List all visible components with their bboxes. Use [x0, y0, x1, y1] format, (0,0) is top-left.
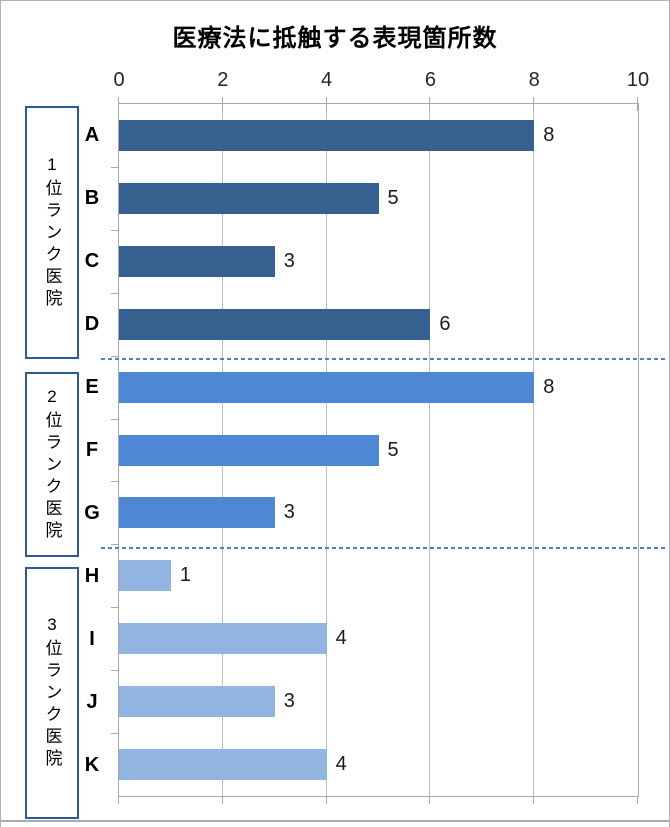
bar-value-label: 8: [543, 123, 555, 146]
bar-value-label: 4: [335, 627, 347, 650]
category-axis-tick: [111, 544, 119, 545]
group-box-label: 1位ランク医院: [42, 154, 62, 311]
x-axis-label: 10: [626, 69, 650, 91]
x-axis-tick-top: [221, 97, 223, 111]
x-axis-tick-top: [429, 97, 431, 111]
category-label: K: [84, 753, 100, 776]
group-box-label: 3位ランク医院: [42, 615, 62, 771]
group-separator-line: [101, 546, 667, 549]
group-box-label: 2位ランク医院: [42, 386, 62, 543]
bar-C: [119, 245, 275, 277]
bar-E: [119, 371, 535, 403]
bar-A: [119, 119, 535, 151]
category-label: C: [84, 250, 100, 273]
x-axis-tick-top: [637, 97, 638, 111]
bar-value-label: 6: [439, 312, 451, 335]
group-separator-line: [101, 358, 667, 361]
x-axis-label: 6: [424, 69, 436, 91]
chart-bottom-border: [1, 820, 669, 822]
x-axis-tick-bottom: [325, 797, 327, 804]
category-axis-tick: [111, 293, 119, 294]
category-axis-tick: [111, 356, 119, 357]
category-label: D: [84, 313, 100, 336]
chart-title: 医療法に抵触する表現箇所数: [172, 25, 498, 52]
x-axis-tick-bottom: [533, 797, 535, 804]
x-axis-tick-bottom: [637, 797, 638, 804]
x-axis-tick-bottom: [429, 797, 431, 804]
category-axis-tick: [111, 733, 119, 734]
group-box: 2位ランク医院: [25, 372, 79, 557]
x-axis-label: 4: [321, 69, 333, 91]
gridline: [429, 104, 431, 796]
bar-value-label: 3: [283, 249, 295, 272]
category-axis-tick: [111, 481, 119, 482]
x-axis-tick-top: [325, 97, 327, 111]
bar-F: [119, 434, 379, 466]
gridline: [533, 104, 535, 796]
bar-value-label: 4: [335, 753, 347, 776]
category-label: B: [84, 187, 100, 210]
category-label: A: [84, 124, 100, 147]
x-axis-label: 0: [113, 69, 125, 91]
x-axis-tick-top: [533, 97, 535, 111]
group-box: 3位ランク医院: [25, 567, 79, 819]
x-axis-label: 2: [217, 69, 229, 91]
bar-value-label: 3: [283, 501, 295, 524]
bar-value-label: 1: [179, 564, 192, 587]
category-axis-tick: [111, 167, 119, 168]
category-axis-tick: [111, 607, 119, 608]
plot-area: 8 5 3 6 8 5 3 1 4 3 4: [118, 103, 639, 797]
category-label: F: [85, 439, 99, 461]
bar-G: [119, 497, 275, 529]
x-axis-tick-top: [118, 97, 119, 111]
bar-D: [119, 308, 431, 340]
group-box: 1位ランク医院: [25, 106, 79, 359]
category-label: I: [89, 627, 95, 650]
bar-J: [119, 686, 275, 718]
category-label: G: [84, 501, 100, 524]
category-label: E: [85, 376, 99, 399]
category-label: J: [86, 690, 98, 713]
category-axis-tick: [111, 670, 119, 671]
bar-value-label: 5: [387, 438, 399, 461]
bar-value-label: 8: [543, 375, 555, 398]
x-axis-tick-bottom: [221, 797, 223, 804]
x-axis-tick-bottom: [118, 797, 119, 804]
bar-B: [119, 182, 379, 214]
category-label: H: [84, 564, 100, 587]
category-axis-tick: [111, 419, 119, 420]
bar-K: [119, 749, 327, 781]
x-axis-label: 8: [528, 69, 540, 91]
bar-H: [119, 560, 171, 592]
bar-value-label: 3: [283, 690, 295, 713]
bar-value-label: 5: [387, 186, 399, 209]
bar-I: [119, 623, 327, 655]
category-axis-tick: [111, 230, 119, 231]
